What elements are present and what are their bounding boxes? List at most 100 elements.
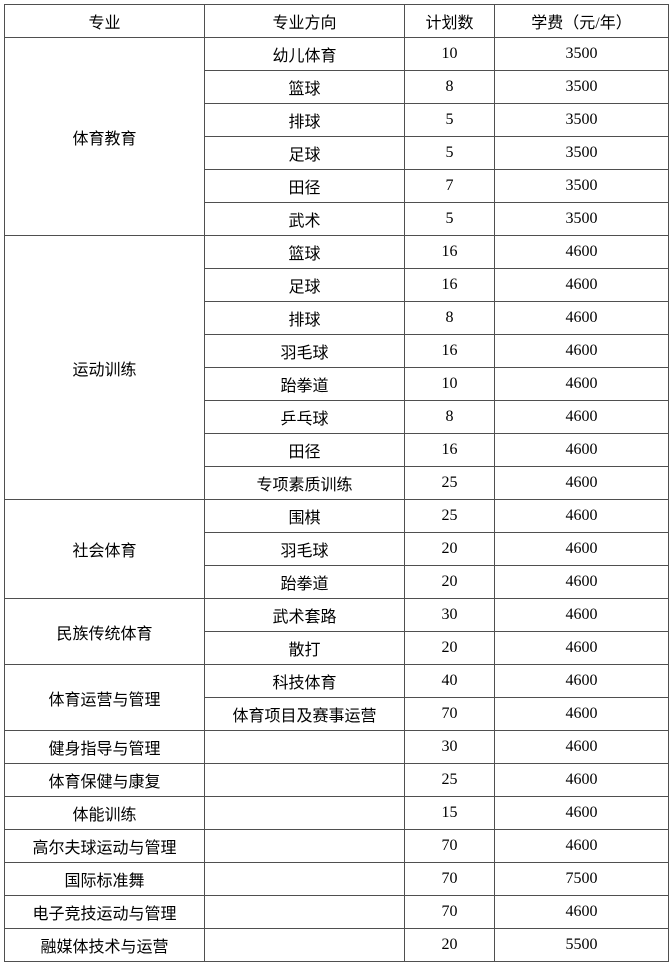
cell-plan: 5 [405, 203, 495, 236]
table-row: 体能训练154600 [5, 797, 669, 830]
cell-plan: 40 [405, 665, 495, 698]
cell-plan: 25 [405, 764, 495, 797]
header-direction: 专业方向 [205, 5, 405, 38]
cell-direction: 专项素质训练 [205, 467, 405, 500]
cell-direction [205, 830, 405, 863]
cell-fee: 4600 [495, 632, 669, 665]
cell-fee: 3500 [495, 170, 669, 203]
cell-plan: 20 [405, 929, 495, 962]
cell-major: 运动训练 [5, 236, 205, 500]
cell-major: 民族传统体育 [5, 599, 205, 665]
cell-fee: 3500 [495, 203, 669, 236]
table-row: 国际标准舞 707500 [5, 863, 669, 896]
cell-plan: 25 [405, 500, 495, 533]
cell-major: 社会体育 [5, 500, 205, 599]
header-row: 专业 专业方向 计划数 学费（元/年） [5, 5, 669, 38]
cell-plan: 10 [405, 368, 495, 401]
cell-fee: 4600 [495, 533, 669, 566]
cell-fee: 4600 [495, 566, 669, 599]
cell-plan: 10 [405, 38, 495, 71]
table-row: 体育教育幼儿体育103500 [5, 38, 669, 71]
cell-plan: 8 [405, 302, 495, 335]
cell-fee: 3500 [495, 104, 669, 137]
cell-fee: 4600 [495, 302, 669, 335]
cell-direction: 武术套路 [205, 599, 405, 632]
cell-plan: 70 [405, 863, 495, 896]
table-row: 健身指导与管理304600 [5, 731, 669, 764]
cell-fee: 4600 [495, 401, 669, 434]
cell-direction: 田径 [205, 170, 405, 203]
cell-direction: 排球 [205, 302, 405, 335]
header-plan: 计划数 [405, 5, 495, 38]
cell-direction: 武术 [205, 203, 405, 236]
cell-plan: 16 [405, 434, 495, 467]
cell-plan: 30 [405, 599, 495, 632]
table-row: 体育运营与管理科技体育404600 [5, 665, 669, 698]
cell-fee: 3500 [495, 137, 669, 170]
cell-direction [205, 929, 405, 962]
cell-major: 国际标准舞 [5, 863, 205, 896]
cell-direction: 田径 [205, 434, 405, 467]
cell-fee: 5500 [495, 929, 669, 962]
cell-fee: 4600 [495, 368, 669, 401]
cell-direction: 足球 [205, 269, 405, 302]
cell-fee: 4600 [495, 269, 669, 302]
cell-major: 融媒体技术与运营 [5, 929, 205, 962]
cell-fee: 4600 [495, 731, 669, 764]
cell-direction: 排球 [205, 104, 405, 137]
header-fee: 学费（元/年） [495, 5, 669, 38]
cell-fee: 4600 [495, 467, 669, 500]
cell-plan: 16 [405, 236, 495, 269]
cell-direction: 体育项目及赛事运营 [205, 698, 405, 731]
cell-plan: 5 [405, 104, 495, 137]
cell-direction: 篮球 [205, 71, 405, 104]
table-header: 专业 专业方向 计划数 学费（元/年） [5, 5, 669, 38]
table-row: 高尔夫球运动与管理704600 [5, 830, 669, 863]
table-row: 电子竞技运动与管理704600 [5, 896, 669, 929]
cell-plan: 16 [405, 335, 495, 368]
cell-major: 体育保健与康复 [5, 764, 205, 797]
cell-plan: 20 [405, 566, 495, 599]
cell-direction [205, 731, 405, 764]
cell-fee: 4600 [495, 500, 669, 533]
cell-direction [205, 764, 405, 797]
header-major: 专业 [5, 5, 205, 38]
table-row: 运动训练篮球164600 [5, 236, 669, 269]
table-row: 社会体育围棋254600 [5, 500, 669, 533]
cell-fee: 4600 [495, 236, 669, 269]
cell-direction: 幼儿体育 [205, 38, 405, 71]
cell-plan: 20 [405, 533, 495, 566]
cell-plan: 8 [405, 71, 495, 104]
cell-plan: 8 [405, 401, 495, 434]
cell-fee: 3500 [495, 38, 669, 71]
cell-direction [205, 797, 405, 830]
cell-direction [205, 896, 405, 929]
table-body: 体育教育幼儿体育103500篮球83500排球53500足球53500田径735… [5, 38, 669, 962]
cell-major: 健身指导与管理 [5, 731, 205, 764]
cell-direction: 羽毛球 [205, 533, 405, 566]
cell-major: 体育教育 [5, 38, 205, 236]
cell-major: 高尔夫球运动与管理 [5, 830, 205, 863]
table-row: 民族传统体育武术套路304600 [5, 599, 669, 632]
cell-direction: 篮球 [205, 236, 405, 269]
cell-fee: 7500 [495, 863, 669, 896]
cell-direction: 围棋 [205, 500, 405, 533]
cell-major: 电子竞技运动与管理 [5, 896, 205, 929]
cell-direction [205, 863, 405, 896]
cell-direction: 乒乓球 [205, 401, 405, 434]
cell-fee: 4600 [495, 830, 669, 863]
cell-plan: 20 [405, 632, 495, 665]
enrollment-table: 专业 专业方向 计划数 学费（元/年） 体育教育幼儿体育103500篮球8350… [4, 4, 669, 962]
cell-fee: 4600 [495, 797, 669, 830]
cell-fee: 4600 [495, 335, 669, 368]
cell-direction: 足球 [205, 137, 405, 170]
table-row: 融媒体技术与运营 205500 [5, 929, 669, 962]
cell-fee: 4600 [495, 896, 669, 929]
cell-fee: 4600 [495, 599, 669, 632]
cell-fee: 4600 [495, 698, 669, 731]
cell-direction: 羽毛球 [205, 335, 405, 368]
cell-plan: 16 [405, 269, 495, 302]
table-row: 体育保健与康复 254600 [5, 764, 669, 797]
cell-plan: 70 [405, 698, 495, 731]
cell-fee: 4600 [495, 764, 669, 797]
